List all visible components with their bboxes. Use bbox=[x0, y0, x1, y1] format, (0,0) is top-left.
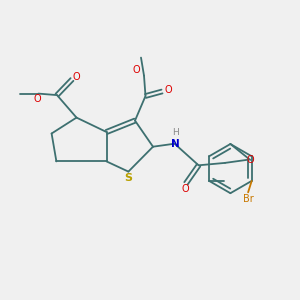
Text: O: O bbox=[72, 71, 80, 82]
Text: H: H bbox=[172, 128, 178, 137]
Text: O: O bbox=[182, 184, 189, 194]
Text: O: O bbox=[33, 94, 41, 104]
Text: S: S bbox=[124, 172, 132, 183]
Text: Br: Br bbox=[243, 194, 254, 205]
Text: N: N bbox=[171, 139, 180, 149]
Text: O: O bbox=[246, 155, 254, 165]
Text: O: O bbox=[164, 85, 172, 95]
Text: O: O bbox=[133, 65, 140, 75]
